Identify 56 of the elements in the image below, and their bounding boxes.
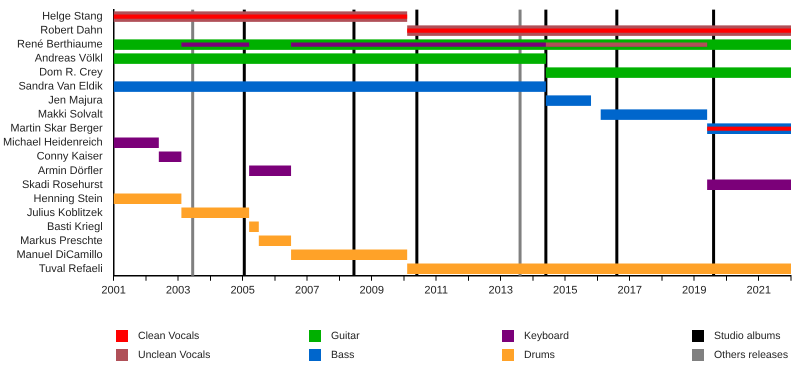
legend-label: Clean Vocals — [138, 330, 200, 342]
legend-label: Guitar — [331, 330, 360, 342]
y-tick-label: Markus Preschte — [20, 234, 103, 247]
legend-label: Studio albums — [714, 330, 781, 342]
x-tick-label: 2011 — [424, 284, 448, 296]
x-tick-label: 2021 — [746, 284, 771, 296]
y-tick-label: Jen Majura — [48, 94, 104, 107]
legend-label: Unclean Vocals — [138, 348, 210, 360]
legend-label: Others releases — [714, 348, 788, 360]
y-tick-label: Sandra Van Eldik — [18, 80, 104, 93]
bar — [407, 264, 791, 274]
x-tick-label: 2019 — [682, 284, 706, 296]
y-tick-label: Makki Solvalt — [38, 108, 103, 121]
bar — [249, 165, 292, 176]
bar — [707, 179, 791, 190]
bar — [407, 28, 791, 33]
legend-label: Keyboard — [524, 330, 569, 342]
y-tick-label: Conny Kaiser — [36, 150, 103, 163]
y-tick-label: Michael Heidenreich — [2, 136, 103, 149]
bar — [546, 67, 791, 78]
y-tick-label: Manuel DiCamillo — [16, 248, 103, 261]
y-tick-label: René Berthiaume — [17, 38, 103, 51]
y-tick-label: Basti Kriegl — [47, 220, 103, 233]
y-tick-label: Martin Skar Berger — [10, 122, 103, 135]
x-tick-label: 2013 — [488, 284, 513, 296]
x-tick-label: 2015 — [552, 284, 578, 296]
y-tick-label: Tuval Refaeli — [38, 262, 103, 275]
bar — [114, 193, 182, 204]
x-tick-label: 2001 — [101, 284, 126, 296]
bar — [546, 95, 592, 106]
y-tick-label: Armin Dörfler — [38, 164, 103, 177]
bar — [114, 14, 408, 19]
bar — [158, 151, 182, 162]
x-tick-label: 2017 — [617, 284, 642, 296]
x-tick-label: 2005 — [230, 284, 255, 296]
y-tick-label: Helge Stang — [42, 10, 103, 23]
bar — [707, 126, 791, 131]
y-tick-label: Andreas Völkl — [34, 52, 103, 65]
bar — [258, 236, 292, 246]
y-tick-label: Julius Koblitzek — [26, 206, 104, 219]
bar — [600, 109, 708, 120]
bar — [114, 53, 546, 64]
legend-label: Bass — [331, 348, 354, 360]
bar — [114, 137, 159, 148]
bar — [181, 208, 250, 218]
y-tick-label: Robert Dahn — [40, 24, 103, 37]
y-tick-label: Henning Stein — [34, 192, 103, 205]
y-tick-label: Dom R. Crey — [39, 66, 104, 79]
bar — [114, 81, 546, 92]
x-tick-label: 2009 — [359, 284, 384, 296]
x-tick-label: 2007 — [294, 284, 320, 296]
legend-label: Drums — [524, 348, 555, 360]
x-tick-label: 2003 — [166, 284, 190, 296]
bar — [291, 250, 408, 260]
y-tick-label: Skadi Rosehurst — [22, 178, 103, 191]
bar — [249, 222, 259, 232]
